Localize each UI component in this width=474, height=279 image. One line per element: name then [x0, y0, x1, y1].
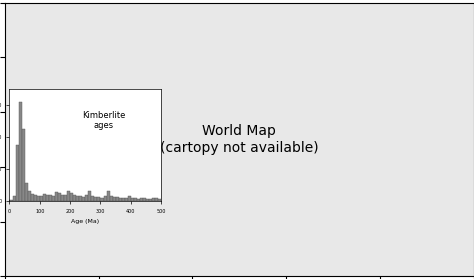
Bar	[134, 198, 137, 201]
Bar	[67, 191, 70, 201]
Bar	[88, 191, 91, 201]
Bar	[91, 196, 94, 201]
Bar	[31, 194, 34, 201]
Bar	[128, 196, 131, 201]
Bar	[49, 195, 52, 201]
Bar	[12, 196, 16, 201]
Bar	[103, 196, 107, 201]
Bar	[125, 198, 128, 201]
Bar	[158, 199, 161, 201]
Bar	[22, 129, 25, 201]
Bar	[140, 198, 143, 201]
Bar	[131, 198, 134, 201]
Bar	[122, 198, 125, 201]
Bar	[107, 191, 109, 201]
Bar	[34, 195, 37, 201]
Bar	[70, 193, 73, 201]
Bar	[27, 191, 31, 201]
Bar	[64, 195, 67, 201]
Bar	[100, 198, 103, 201]
Bar	[16, 145, 18, 201]
Bar	[52, 196, 55, 201]
Bar	[40, 196, 43, 201]
Bar	[149, 199, 152, 201]
Bar	[137, 199, 140, 201]
Bar	[9, 200, 12, 201]
Bar	[43, 194, 46, 201]
Text: Kimberlite
ages: Kimberlite ages	[82, 111, 125, 130]
Bar	[25, 183, 27, 201]
Bar	[55, 192, 58, 201]
Bar	[109, 196, 113, 201]
Bar	[113, 197, 116, 201]
Bar	[58, 193, 61, 201]
Bar	[94, 197, 98, 201]
Bar	[143, 198, 146, 201]
Bar	[118, 198, 122, 201]
Bar	[79, 196, 82, 201]
Bar	[73, 195, 76, 201]
Bar	[146, 199, 149, 201]
Bar	[116, 197, 118, 201]
Bar	[76, 196, 79, 201]
Bar	[98, 197, 100, 201]
Bar	[18, 102, 22, 201]
Bar	[37, 196, 40, 201]
Bar	[46, 194, 49, 201]
Bar	[152, 198, 155, 201]
Bar	[85, 194, 88, 201]
Bar	[82, 197, 85, 201]
Bar	[61, 194, 64, 201]
Bar	[155, 198, 158, 201]
Text: World Map
(cartopy not available): World Map (cartopy not available)	[160, 124, 319, 155]
X-axis label: Age (Ma): Age (Ma)	[71, 219, 100, 224]
